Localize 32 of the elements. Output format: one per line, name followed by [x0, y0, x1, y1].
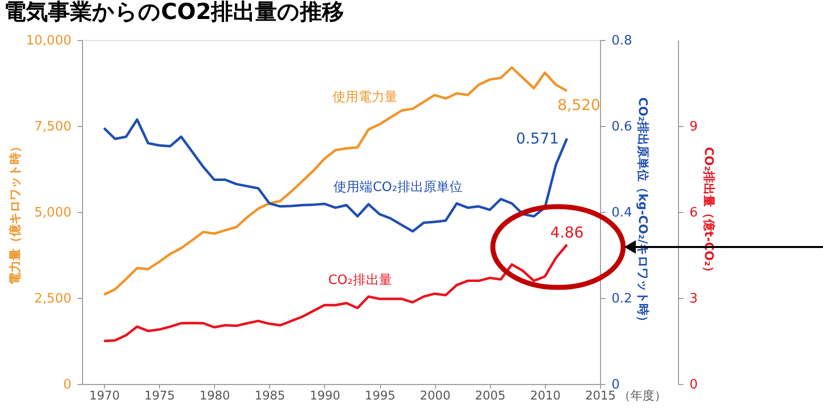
- y-axis-title: 電力量（億キロワット時）: [8, 140, 22, 284]
- y-tick-label: 5,000: [34, 206, 72, 220]
- x-tick-label: 1985: [254, 388, 286, 402]
- y3-tick-label: 9: [690, 120, 698, 134]
- y-tick-label: 0: [63, 378, 72, 392]
- y3-tick-label: 3: [690, 292, 698, 306]
- data-label: 4.86: [550, 224, 584, 242]
- line-series: [102, 243, 568, 342]
- series-label: 使用端CO₂排出原単位: [334, 180, 462, 195]
- data-label: 8,520: [557, 96, 600, 114]
- series-label: 使用電力量: [332, 90, 398, 105]
- chart-title: 電気事業からのCO2排出量の推移: [4, 0, 344, 25]
- y2-tick-label: 0.4: [612, 206, 632, 220]
- y-tick-label: 10,000: [26, 34, 72, 48]
- y3-tick-label: 6: [690, 206, 698, 220]
- x-tick-label: 1970: [89, 388, 120, 402]
- x-tick-label: 1995: [364, 388, 396, 402]
- data-label: 0.571: [516, 129, 559, 148]
- x-tick-label: 1980: [199, 388, 230, 402]
- x-tick-label: 2000: [420, 388, 450, 402]
- y2-tick-label: 0.8: [612, 34, 632, 48]
- x-tick-label: 1975: [144, 388, 175, 402]
- y-tick-label: 2,500: [34, 292, 72, 306]
- y-tick-label: 7,500: [34, 120, 72, 134]
- x-tick-label: 1990: [310, 388, 340, 402]
- y2-tick-label: 0.6: [612, 120, 632, 134]
- x-tick-label: 2010: [530, 388, 561, 402]
- x-axis-title: （年度）: [618, 388, 666, 402]
- y3-tick-label: 0: [690, 378, 698, 392]
- x-tick-label: 2005: [475, 388, 506, 402]
- y2-tick-label: 0.2: [612, 292, 632, 306]
- series-label: CO₂排出量: [328, 273, 392, 288]
